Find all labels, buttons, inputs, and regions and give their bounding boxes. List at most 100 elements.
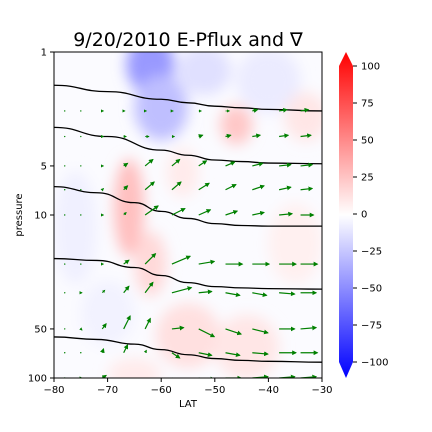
arrow-dot-2-1	[80, 165, 82, 167]
x-tick-label: −40	[258, 385, 279, 396]
colorbar-tick-label: 0	[361, 210, 367, 221]
arrow-3-7	[225, 184, 237, 191]
arrow-5-3	[123, 259, 130, 265]
arrow-3-4	[144, 181, 155, 191]
arrow-dot-8-0	[64, 352, 66, 354]
shading-patch-5	[284, 92, 322, 142]
arrow-6-8	[252, 292, 268, 298]
arrow-dot-6-0	[64, 292, 66, 294]
x-tick-label: −70	[97, 385, 118, 396]
shading-patch-4	[220, 105, 253, 145]
shading-patch-14	[107, 358, 162, 378]
arrow-6-7	[225, 292, 241, 298]
y-tick-label: 5	[41, 161, 47, 172]
arrow-dot-5-0	[64, 263, 66, 265]
arrow-6-9	[279, 291, 296, 297]
arrow-8-7	[225, 352, 241, 358]
arrow-7-3	[123, 315, 131, 330]
arrow-dot-4-1	[80, 214, 82, 216]
arrow-4-6	[198, 209, 212, 216]
colorbar-tick-label: 50	[361, 136, 374, 147]
arrow-6-6	[198, 289, 213, 295]
y-axis: 1 5 10 50 100	[28, 48, 54, 385]
y-tick-label: 100	[28, 374, 47, 385]
arrow-dot-1-0	[64, 135, 66, 138]
arrow-dot-0-1	[80, 110, 82, 112]
y-tick-label: 50	[34, 324, 47, 335]
arrow-1-9	[279, 133, 290, 139]
arrow-0-11	[321, 110, 322, 111]
arrow-dot-4-0	[64, 214, 66, 216]
arrow-9-3	[123, 377, 125, 378]
arrow-dot-3-0	[64, 189, 66, 191]
shading-patch-1	[134, 75, 188, 141]
arrow-9-11	[321, 377, 322, 378]
arrow-7-4	[144, 317, 151, 330]
shading-patch-13	[268, 202, 322, 285]
arrow-7-2	[101, 322, 107, 330]
plot-area	[53, 51, 323, 379]
arrow-dot-2-0	[64, 165, 66, 167]
arrow-1-8	[252, 133, 262, 139]
arrow-4-4	[144, 205, 159, 216]
arrow-3-5	[171, 181, 182, 191]
arrow-dot-5-1	[80, 263, 82, 265]
x-tick-label: −30	[311, 385, 332, 396]
colorbar-body	[339, 52, 353, 378]
shading-patch-11	[54, 170, 97, 285]
arrow-0-10	[300, 107, 310, 113]
arrow-7-11	[321, 328, 322, 329]
chart-title: 9/20/2010 E-Pflux and ∇	[73, 29, 303, 51]
arrow-dot-3-1	[80, 189, 82, 191]
arrow-3-9	[278, 185, 292, 191]
arrow-1-6	[198, 134, 204, 139]
shading-patch-3	[236, 52, 301, 114]
arrow-3-6	[198, 182, 210, 191]
arrow-8-5	[171, 352, 181, 359]
arrow-6-5	[171, 286, 193, 294]
y-tick-label: 10	[34, 211, 47, 222]
colorbar-tick-label: 75	[361, 99, 374, 110]
y-axis-label: pressure	[14, 193, 25, 236]
shading-patch-8	[166, 148, 199, 198]
colorbar: 100 75 50 25 0 −25 −50 −75 −100	[339, 52, 388, 378]
y-tick-label: 1	[41, 48, 47, 59]
contour-line-1	[54, 126, 322, 165]
arrow-2-8	[252, 161, 264, 167]
contour-layer	[54, 84, 322, 363]
contour-line-4	[54, 336, 322, 363]
arrow-5-5	[171, 255, 192, 265]
arrow-2-3	[123, 162, 129, 168]
arrow-5-6	[198, 259, 216, 265]
arrow-8-8	[252, 351, 269, 357]
x-tick-label: −80	[43, 385, 64, 396]
arrow-1-10	[300, 133, 312, 139]
colorbar-ticks: 100 75 50 25 0 −25 −50 −75 −100	[353, 62, 388, 369]
colorbar-tick-label: 100	[361, 62, 380, 73]
arrow-1-7	[225, 133, 232, 139]
arrow-1-11	[321, 135, 322, 137]
arrow-3-3	[123, 185, 129, 191]
arrow-dot-8-1	[80, 352, 82, 354]
arrow-4-8	[252, 210, 265, 216]
arrow-7-1	[79, 327, 83, 331]
arrow-4-7	[225, 210, 239, 216]
arrow-layer	[64, 107, 322, 378]
contour-line-0	[54, 84, 322, 112]
arrow-2-4	[144, 158, 154, 167]
arrow-8-4	[143, 349, 147, 354]
arrow-5-4	[144, 252, 157, 265]
arrow-3-10	[300, 186, 314, 192]
colorbar-tick-label: −25	[361, 247, 382, 258]
arrow-0-8	[252, 108, 259, 113]
colorbar-tick-label: −75	[361, 321, 382, 332]
arrow-0-9	[279, 107, 288, 113]
arrow-2-10	[300, 162, 314, 168]
arrow-4-3	[123, 211, 127, 216]
arrow-7-5	[171, 325, 185, 331]
arrow-6-2	[101, 289, 106, 294]
shading-patch-9	[155, 303, 221, 369]
arrow-8-2	[100, 347, 105, 354]
x-axis-label: LAT	[179, 399, 198, 410]
arrow-3-2	[100, 187, 104, 192]
